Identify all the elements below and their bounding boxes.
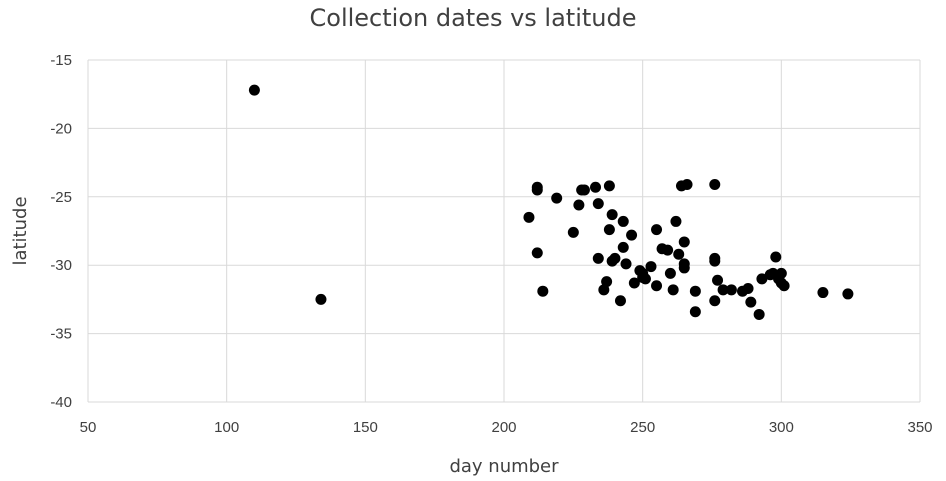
data-point: [617, 215, 629, 227]
data-point: [531, 184, 543, 196]
data-point: [664, 267, 676, 279]
data-point: [745, 296, 757, 308]
data-point: [842, 288, 854, 300]
data-point: [770, 251, 782, 263]
data-point: [523, 211, 535, 223]
data-point: [537, 285, 549, 297]
data-point: [817, 287, 829, 299]
y-tick-label: -25: [50, 189, 72, 206]
data-point: [651, 280, 663, 292]
data-point: [614, 295, 626, 307]
data-point: [753, 308, 765, 320]
data-point: [670, 215, 682, 227]
data-point: [606, 209, 618, 221]
x-tick-label: 350: [907, 419, 932, 436]
x-tick-label: 50: [80, 419, 97, 436]
data-point: [775, 267, 787, 279]
data-point: [712, 274, 724, 286]
data-point: [609, 252, 621, 264]
data-point: [628, 277, 640, 289]
x-axis-title: day number: [449, 456, 559, 477]
data-points: [248, 84, 854, 320]
data-point: [645, 261, 657, 273]
data-point: [601, 276, 613, 288]
data-point: [573, 199, 585, 211]
tick-labels: 50 100 150 200 250 300 350 -15 -20 -25 -30 -35 -40: [50, 52, 932, 436]
data-point: [531, 247, 543, 259]
y-tick-label: -30: [50, 257, 72, 274]
data-point: [551, 192, 563, 204]
data-point: [742, 282, 754, 294]
y-axis-title: latitude: [10, 196, 31, 265]
chart-title: Collection dates vs latitude: [309, 4, 637, 32]
x-tick-label: 250: [630, 419, 655, 436]
data-point: [662, 244, 674, 256]
data-point: [639, 273, 651, 285]
data-point: [578, 184, 590, 196]
data-point: [248, 84, 260, 96]
data-point: [689, 285, 701, 297]
data-point: [651, 224, 663, 236]
data-point: [590, 181, 602, 193]
data-point: [778, 280, 790, 292]
y-tick-label: -35: [50, 326, 72, 343]
x-tick-label: 100: [214, 419, 239, 436]
data-point: [603, 180, 615, 192]
data-point: [709, 255, 721, 267]
data-point: [709, 295, 721, 307]
y-tick-label: -15: [50, 52, 72, 69]
x-tick-label: 300: [769, 419, 794, 436]
data-point: [673, 248, 685, 260]
data-point: [315, 293, 327, 305]
data-point: [681, 178, 693, 190]
data-point: [678, 262, 690, 274]
data-point: [617, 241, 629, 253]
data-point: [567, 226, 579, 238]
data-point: [709, 178, 721, 190]
data-point: [620, 258, 632, 270]
data-point: [689, 306, 701, 318]
x-tick-label: 200: [491, 419, 516, 436]
gridlines: [87, 59, 921, 403]
data-point: [725, 284, 737, 296]
data-point: [678, 236, 690, 248]
data-point: [717, 284, 729, 296]
y-tick-label: -20: [50, 120, 72, 137]
y-tick-label: -40: [50, 394, 72, 411]
data-point: [603, 224, 615, 236]
data-point: [667, 284, 679, 296]
data-point: [592, 252, 604, 264]
data-point: [626, 229, 638, 241]
data-point: [592, 198, 604, 210]
x-tick-label: 150: [353, 419, 378, 436]
data-point: [756, 273, 768, 285]
